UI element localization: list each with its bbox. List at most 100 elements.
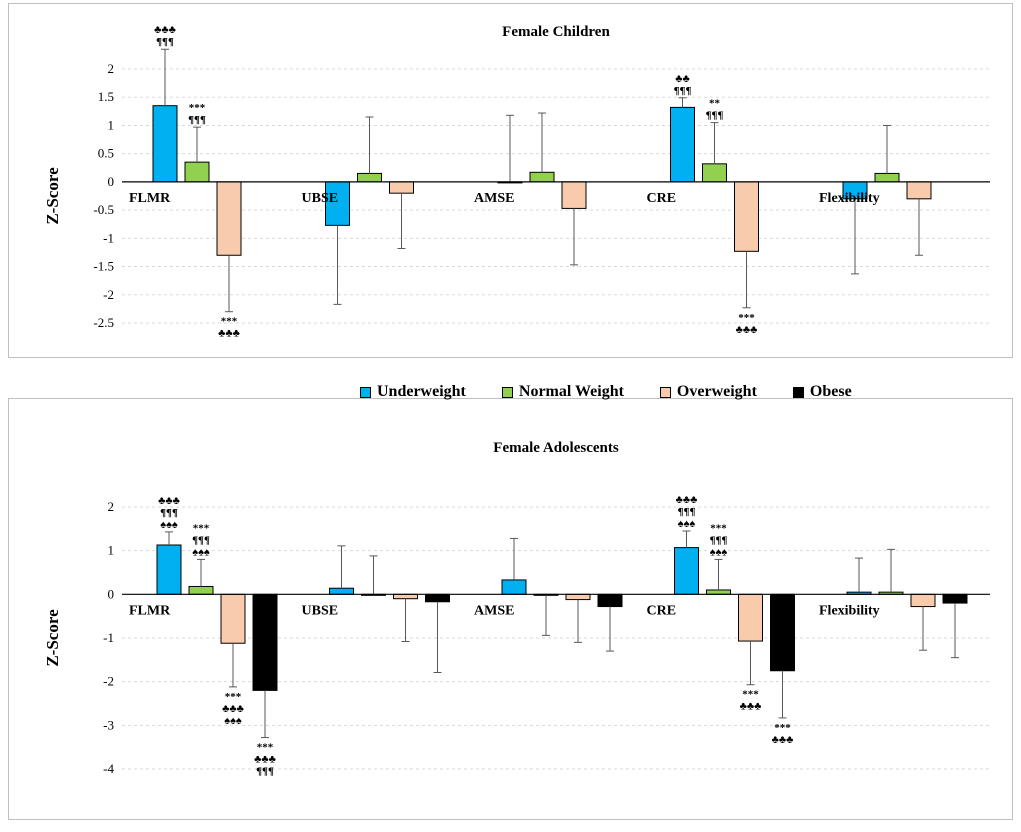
legend-label-obese: Obese — [809, 383, 852, 400]
significance-marker: ♣♣♣ — [154, 24, 176, 36]
significance-marker: ♠♠♠ — [678, 518, 696, 530]
category-label-ubse: UBSE — [302, 191, 339, 206]
significance-marker: ♣♣♣ — [254, 754, 276, 766]
significance-marker: ♣♣♣ — [772, 734, 794, 746]
chart-title: Female Children — [502, 24, 610, 40]
bar-obese-flmr — [252, 593, 278, 691]
category-label-flexibility: Flexibility — [819, 191, 880, 206]
y-tick-label: 0.5 — [98, 146, 114, 161]
legend-swatch-normal-weight — [501, 386, 513, 398]
legend-swatch-obese — [792, 386, 804, 398]
significance-marker: *** — [774, 722, 791, 734]
y-axis-label: Z-Score — [43, 167, 62, 225]
category-label-cre: CRE — [647, 191, 677, 206]
chart-panel-female-adolescents — [8, 398, 1013, 820]
significance-marker: ♣♣♣ — [218, 328, 240, 340]
significance-marker: *** — [193, 522, 210, 534]
bar-obese-ubse — [425, 593, 450, 603]
legend-item-normal-weight: Normal Weight — [501, 383, 624, 401]
y-tick-label: 1 — [108, 117, 115, 132]
significance-marker: *** — [257, 742, 274, 754]
bar-overweight-flmr — [216, 181, 242, 256]
y-tick-label: -1.5 — [93, 259, 114, 274]
significance-marker: *** — [710, 522, 727, 534]
significance-marker: ¶¶¶ — [678, 506, 696, 518]
legend-swatch-underweight — [360, 386, 371, 398]
category-label-amse: AMSE — [474, 191, 514, 206]
significance-marker: ♣♣♣ — [676, 494, 698, 506]
y-tick-label: 1 — [108, 543, 115, 558]
y-tick-label: 0 — [108, 174, 115, 189]
y-tick-label: 2 — [108, 61, 115, 76]
bar-overweight-flmr — [220, 593, 246, 644]
bar-underweight-cre — [670, 106, 695, 183]
legend-label-normal-weight: Normal Weight — [518, 383, 624, 400]
y-tick-label: 1.5 — [98, 89, 114, 104]
significance-marker: ** — [709, 98, 721, 110]
chart-title: Female Adolescents — [493, 440, 619, 456]
bar-obese-flexibility — [942, 593, 968, 604]
significance-marker: *** — [742, 689, 759, 701]
significance-marker: *** — [189, 102, 206, 114]
significance-marker: ♣♣♣ — [222, 703, 244, 715]
significance-marker: ♣♣♣ — [158, 495, 180, 507]
bar-obese-cre — [770, 593, 795, 672]
y-axis-label: Z-Score — [43, 609, 62, 667]
bar-underweight-cre — [674, 547, 699, 595]
bar-underweight-ubse — [325, 181, 350, 226]
significance-marker: *** — [225, 691, 242, 703]
significance-marker: ¶¶¶ — [188, 114, 206, 126]
significance-marker: ♠♠♠ — [710, 546, 728, 558]
significance-marker: ¶¶¶ — [256, 766, 274, 778]
significance-marker: ♣♣♣ — [740, 701, 762, 713]
category-label-flmr: FLMR — [129, 603, 171, 618]
legend-item-overweight: Overweight — [659, 383, 757, 401]
category-label-flmr: FLMR — [129, 191, 171, 206]
category-label-amse: AMSE — [474, 603, 514, 618]
y-tick-label: -2.5 — [93, 315, 114, 330]
y-tick-label: -2 — [103, 287, 114, 302]
y-tick-label: 2 — [108, 499, 115, 514]
bar-normal-weight-flmr — [188, 585, 214, 595]
significance-marker: ¶¶¶ — [710, 534, 728, 546]
y-tick-label: -3 — [103, 717, 114, 732]
bar-underweight-amse — [501, 579, 527, 595]
chart-legend: Underweight Normal Weight Overweight Obe… — [360, 383, 888, 401]
y-tick-label: -1 — [103, 230, 114, 245]
legend-item-obese: Obese — [792, 383, 852, 401]
significance-marker: ♠♠♠ — [160, 519, 178, 531]
significance-marker: ♠♠♠ — [224, 715, 242, 727]
bar-normal-weight-cre — [706, 589, 731, 595]
significance-marker: ¶¶¶ — [674, 85, 692, 97]
y-tick-label: -0.5 — [93, 202, 114, 217]
significance-marker: *** — [221, 316, 238, 328]
legend-swatch-overweight — [659, 386, 671, 398]
category-label-cre: CRE — [647, 603, 677, 618]
category-label-ubse: UBSE — [302, 603, 339, 618]
significance-marker: ¶¶¶ — [156, 36, 174, 48]
significance-marker: *** — [738, 312, 755, 324]
bar-overweight-cre — [738, 593, 763, 642]
bar-overweight-cre — [734, 181, 759, 252]
significance-marker: ¶¶¶ — [706, 110, 724, 122]
bar-underweight-flmr — [156, 544, 182, 595]
significance-marker: ♠♠♠ — [192, 546, 210, 558]
y-tick-label: 0 — [108, 586, 115, 601]
y-tick-label: -4 — [103, 761, 114, 776]
significance-marker: ♣♣ — [675, 73, 689, 85]
bar-overweight-amse — [565, 593, 591, 601]
y-tick-label: -1 — [103, 630, 114, 645]
significance-marker: ♣♣♣ — [736, 324, 758, 336]
bar-overweight-flexibility — [910, 593, 936, 608]
significance-marker: ¶¶¶ — [160, 507, 178, 519]
bar-underweight-ubse — [329, 587, 354, 595]
legend-item-underweight: Underweight — [360, 383, 466, 401]
significance-marker: ¶¶¶ — [192, 534, 210, 546]
category-label-flexibility: Flexibility — [819, 603, 880, 618]
bar-overweight-ubse — [393, 593, 418, 600]
bar-underweight-flmr — [152, 105, 178, 183]
legend-label-overweight: Overweight — [676, 383, 757, 400]
legend-label-underweight: Underweight — [377, 383, 466, 400]
